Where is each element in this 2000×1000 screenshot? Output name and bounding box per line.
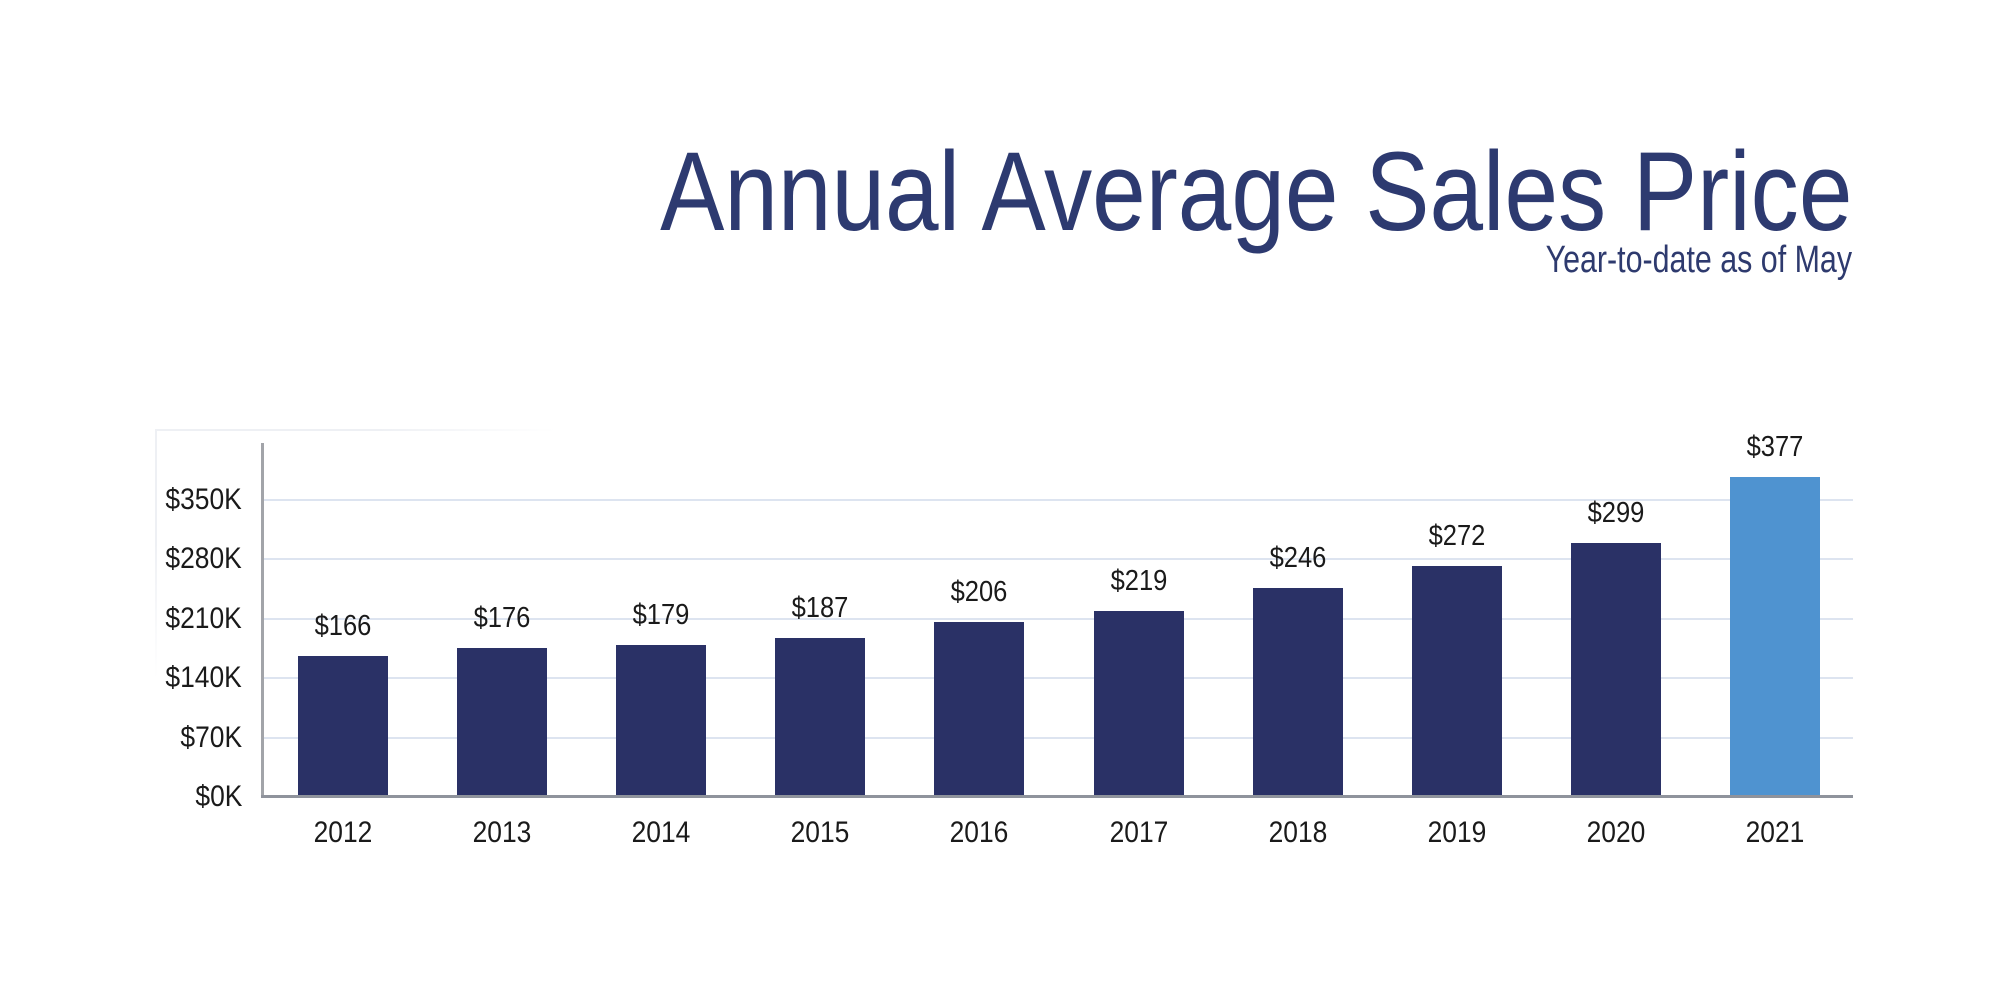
panel-corner-artifact-left bbox=[155, 429, 157, 679]
x-axis-label-2018: 2018 bbox=[1268, 816, 1327, 849]
bar-2013 bbox=[457, 647, 548, 797]
gridline-$70K bbox=[262, 736, 1853, 739]
x-axis-label-2021: 2021 bbox=[1745, 816, 1805, 849]
gridline-$280K bbox=[262, 558, 1853, 561]
y-tick-label-$350K: $350K bbox=[165, 482, 242, 516]
bar-value-label-2018: $246 bbox=[1269, 542, 1326, 575]
y-tick-label-$70K: $70K bbox=[180, 720, 242, 754]
chart-subtitle-row: Year-to-date as of May bbox=[466, 241, 1852, 279]
bar-2017 bbox=[1093, 611, 1184, 797]
bar-2012 bbox=[298, 656, 388, 797]
y-tick-label-$0K: $0K bbox=[195, 780, 242, 813]
bar-2019 bbox=[1411, 566, 1502, 797]
bar-2014 bbox=[616, 645, 707, 797]
bar-2015 bbox=[775, 638, 866, 797]
gridline-$350K bbox=[262, 498, 1853, 501]
x-axis-label-2019: 2019 bbox=[1427, 816, 1487, 849]
y-tick-label-$140K: $140K bbox=[165, 661, 242, 695]
x-axis-label-2015: 2015 bbox=[790, 816, 850, 849]
bar-value-label-2019: $272 bbox=[1428, 520, 1486, 553]
panel-corner-artifact-top bbox=[156, 429, 556, 431]
bar-value-label-2012: $166 bbox=[314, 610, 372, 643]
gridline-$140K bbox=[262, 677, 1853, 680]
bar-2021 bbox=[1729, 477, 1820, 797]
gridline-$210K bbox=[262, 617, 1853, 620]
x-axis-label-2020: 2020 bbox=[1586, 816, 1646, 849]
bar-value-label-2013: $176 bbox=[473, 601, 531, 634]
bar-2020 bbox=[1570, 543, 1661, 797]
chart-header: Annual Average Sales Price Year-to-date … bbox=[466, 136, 1852, 280]
bar-value-label-2016: $206 bbox=[950, 576, 1008, 609]
x-axis-baseline bbox=[261, 795, 1853, 798]
bar-value-label-2014: $179 bbox=[632, 599, 690, 632]
bar-value-label-2020: $299 bbox=[1587, 497, 1645, 530]
bar-value-label-2015: $187 bbox=[791, 592, 849, 625]
chart-title-row: Annual Average Sales Price bbox=[466, 136, 1852, 248]
x-axis-label-2016: 2016 bbox=[950, 816, 1009, 849]
x-axis-label-2017: 2017 bbox=[1109, 816, 1168, 849]
bar-value-label-2021: $377 bbox=[1746, 431, 1804, 464]
y-axis-line bbox=[261, 443, 264, 797]
bar-2018 bbox=[1252, 588, 1343, 797]
bar-value-label-2017: $219 bbox=[1110, 565, 1167, 598]
bar-2016 bbox=[934, 622, 1025, 797]
x-axis-label-2014: 2014 bbox=[631, 816, 691, 849]
chart-title: Annual Average Sales Price bbox=[659, 129, 1852, 254]
y-tick-label-$210K: $210K bbox=[165, 601, 242, 635]
y-tick-label-$280K: $280K bbox=[165, 542, 242, 576]
chart-subtitle: Year-to-date as of May bbox=[1545, 239, 1852, 281]
x-axis-label-2012: 2012 bbox=[313, 816, 373, 849]
x-axis-label-2013: 2013 bbox=[472, 816, 532, 849]
